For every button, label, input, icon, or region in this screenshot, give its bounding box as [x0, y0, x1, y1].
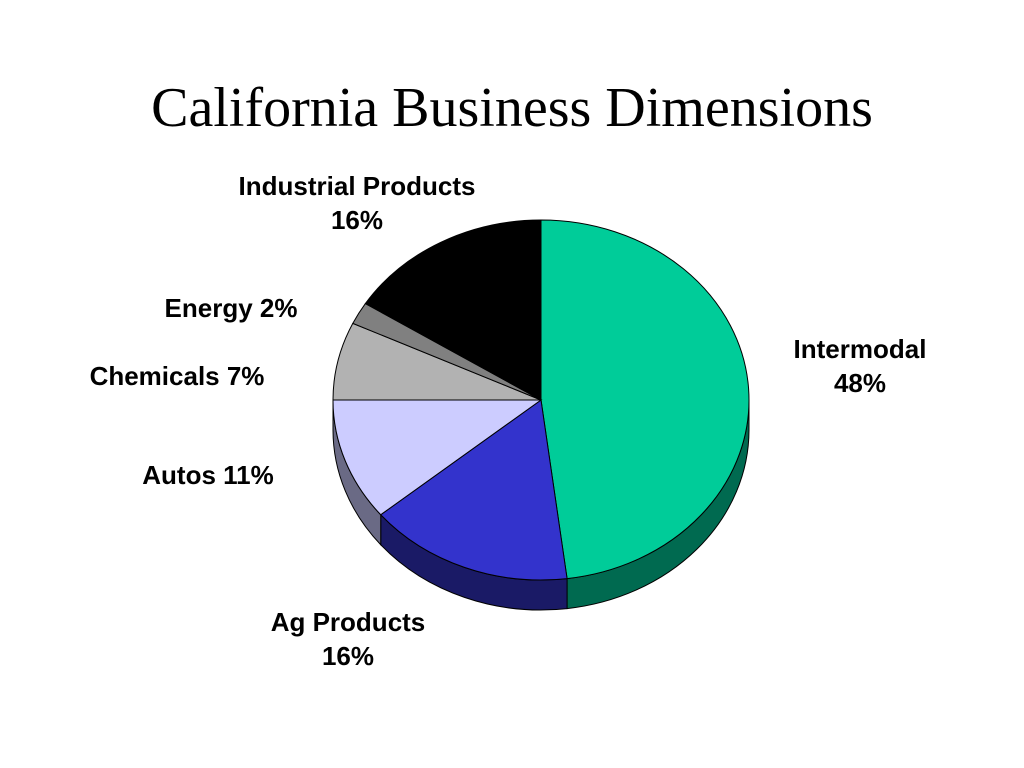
pie-label-ag-products: Ag Products 16%: [271, 607, 426, 671]
pie-label-line: 16%: [331, 205, 383, 235]
pie-slice-group: [332, 219, 750, 581]
pie-label-line: Ag Products: [271, 607, 426, 637]
pie-label-industrial-products: Industrial Products 16%: [239, 171, 476, 235]
pie-label-line: Chemicals 7%: [90, 361, 265, 391]
pie-label-intermodal: Intermodal 48%: [794, 334, 927, 398]
pie-label-line: 48%: [834, 368, 886, 398]
pie-slice-industrial-products: [364, 219, 542, 401]
pie-label-line: Intermodal: [794, 334, 927, 364]
pie-label-line: Autos 11%: [142, 460, 274, 490]
pie-label-line: 16%: [322, 641, 374, 671]
pie-label-line: Industrial Products: [239, 171, 476, 201]
pie-slice-intermodal: [540, 219, 750, 580]
pie-label-chemicals: Chemicals 7%: [90, 361, 265, 391]
pie-slice-ag-products: [379, 399, 568, 581]
pie-label-energy: Energy 2%: [165, 293, 298, 323]
pie-label-autos: Autos 11%: [142, 460, 274, 490]
pie-label-line: Energy 2%: [165, 293, 298, 323]
slide-title: California Business Dimensions: [151, 77, 873, 139]
pie-slice-autos: [332, 399, 543, 516]
pie-label-group: Intermodal 48% Ag Products 16% Autos 11% Chem…: [90, 171, 927, 671]
